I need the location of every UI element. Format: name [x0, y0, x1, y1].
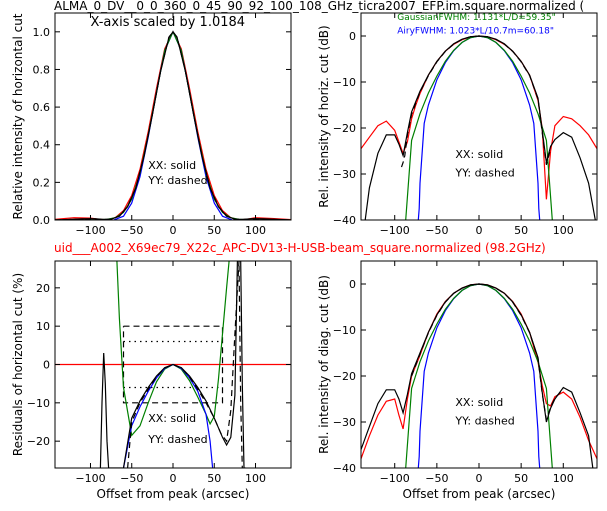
series-line-1 [417, 283, 541, 468]
annotation: AiryFWHM: 1.023*L/10.7m=60.18" [397, 27, 554, 37]
x-tick-label: −50 [425, 224, 448, 237]
series-line-4 [411, 283, 564, 420]
annotation: YY: dashed [454, 166, 514, 179]
axes-frame [54, 12, 292, 221]
y-tick-label: 0.2 [33, 176, 51, 189]
series-line-2 [405, 35, 553, 220]
x-tick-label: 50 [514, 472, 528, 485]
y-tick-label: 0.0 [33, 214, 51, 227]
x-axis-label: Offset from peak (arcsec) [97, 487, 250, 501]
annotation: YY: dashed [454, 414, 514, 427]
y-tick-label: −20 [333, 370, 356, 383]
x-tick-label: −50 [120, 472, 143, 485]
y-tick-label: −10 [333, 76, 356, 89]
series-line-1 [122, 325, 224, 404]
x-tick-label: 100 [245, 224, 266, 237]
x-tick-label: 0 [476, 472, 483, 485]
annotation: GaussianFWHM: 1.131*L/D=59.35" [397, 13, 555, 23]
axes-frame [360, 12, 598, 221]
y-tick-label: 0.6 [33, 101, 51, 114]
y-tick-label: 0.8 [33, 63, 51, 76]
x-tick-label: 50 [207, 472, 221, 485]
y-tick-label: 10 [36, 320, 50, 333]
series-line-3 [55, 30, 291, 220]
annotation: XX: solid [148, 159, 196, 172]
annotation: XX: solid [455, 148, 503, 161]
y-tick-label: −10 [333, 324, 356, 337]
plot-area [55, 30, 291, 220]
series-line-2 [405, 283, 553, 468]
plot-area [361, 283, 597, 468]
x-tick-label: −100 [380, 472, 410, 485]
annotation: X-axis scaled by 1.0184 [90, 15, 245, 30]
x-tick-label: −50 [120, 224, 143, 237]
axes-frame [360, 260, 598, 469]
x-tick-label: 50 [207, 224, 221, 237]
y-axis-label: Residuals of horizontal cut (%) [11, 273, 25, 456]
annotation: YY: dashed [147, 433, 207, 446]
series-line-0 [55, 30, 291, 220]
series-line-7 [127, 261, 243, 468]
series-line-4 [116, 261, 230, 437]
x-tick-label: 100 [245, 472, 266, 485]
x-tick-label: −100 [380, 224, 410, 237]
y-tick-label: 1.0 [33, 26, 51, 39]
x-tick-label: 100 [553, 472, 574, 485]
figure-title: ALMA_0_DV__0_0_360_0_45_90_92_100_108_GH… [54, 0, 584, 13]
series-line-3 [364, 35, 596, 220]
y-axis-label: Rel. intensity of diag. cut (dB) [317, 275, 331, 454]
x-tick-label: −100 [75, 472, 105, 485]
y-tick-label: −40 [333, 462, 356, 475]
x-axis-label: Offset from peak (arcsec) [403, 487, 556, 501]
y-tick-label: 0 [349, 278, 356, 291]
y-tick-label: −30 [333, 168, 356, 181]
annotation: YY: dashed [147, 174, 207, 187]
series-line-4 [400, 35, 552, 168]
y-tick-label: 20 [36, 282, 50, 295]
x-tick-label: 0 [170, 472, 177, 485]
y-tick-label: 0.4 [33, 139, 51, 152]
y-axis-label: Rel. intensity of horiz. cut (dB) [317, 25, 331, 207]
y-tick-label: −20 [27, 435, 50, 448]
series-line-1 [417, 35, 541, 220]
annotation: XX: solid [148, 412, 196, 425]
panel-top-left: −100 −50 0 50 100 0.0 0.2 0.4 0.6 0.8 1.0 Relative … [11, 12, 292, 237]
series-line-1 [113, 30, 233, 220]
x-tick-label: −50 [425, 472, 448, 485]
y-tick-label: −20 [333, 122, 356, 135]
x-tick-label: −100 [75, 224, 105, 237]
y-tick-label: 0 [349, 30, 356, 43]
y-tick-label: −40 [333, 214, 356, 227]
plot-area [361, 35, 597, 220]
y-tick-label: −10 [27, 397, 50, 410]
x-tick-label: 0 [476, 224, 483, 237]
y-axis-label: Relative intensity of horizontal cut [11, 13, 25, 219]
series-line-0 [361, 283, 597, 460]
x-tick-label: 100 [553, 224, 574, 237]
plot-area [55, 261, 291, 468]
series-line-2 [55, 30, 291, 220]
y-tick-label: −30 [333, 416, 356, 429]
x-tick-label: 0 [170, 224, 177, 237]
figure-subtitle: uid___A002_X69ec79_X22c_APC-DV13-H-USB-b… [54, 241, 546, 255]
series-line-6 [99, 261, 246, 468]
series-line-3 [361, 283, 594, 468]
series-line-4 [55, 30, 291, 220]
x-tick-label: 50 [514, 224, 528, 237]
y-tick-label: 0 [43, 359, 50, 372]
annotation: XX: solid [455, 396, 503, 409]
